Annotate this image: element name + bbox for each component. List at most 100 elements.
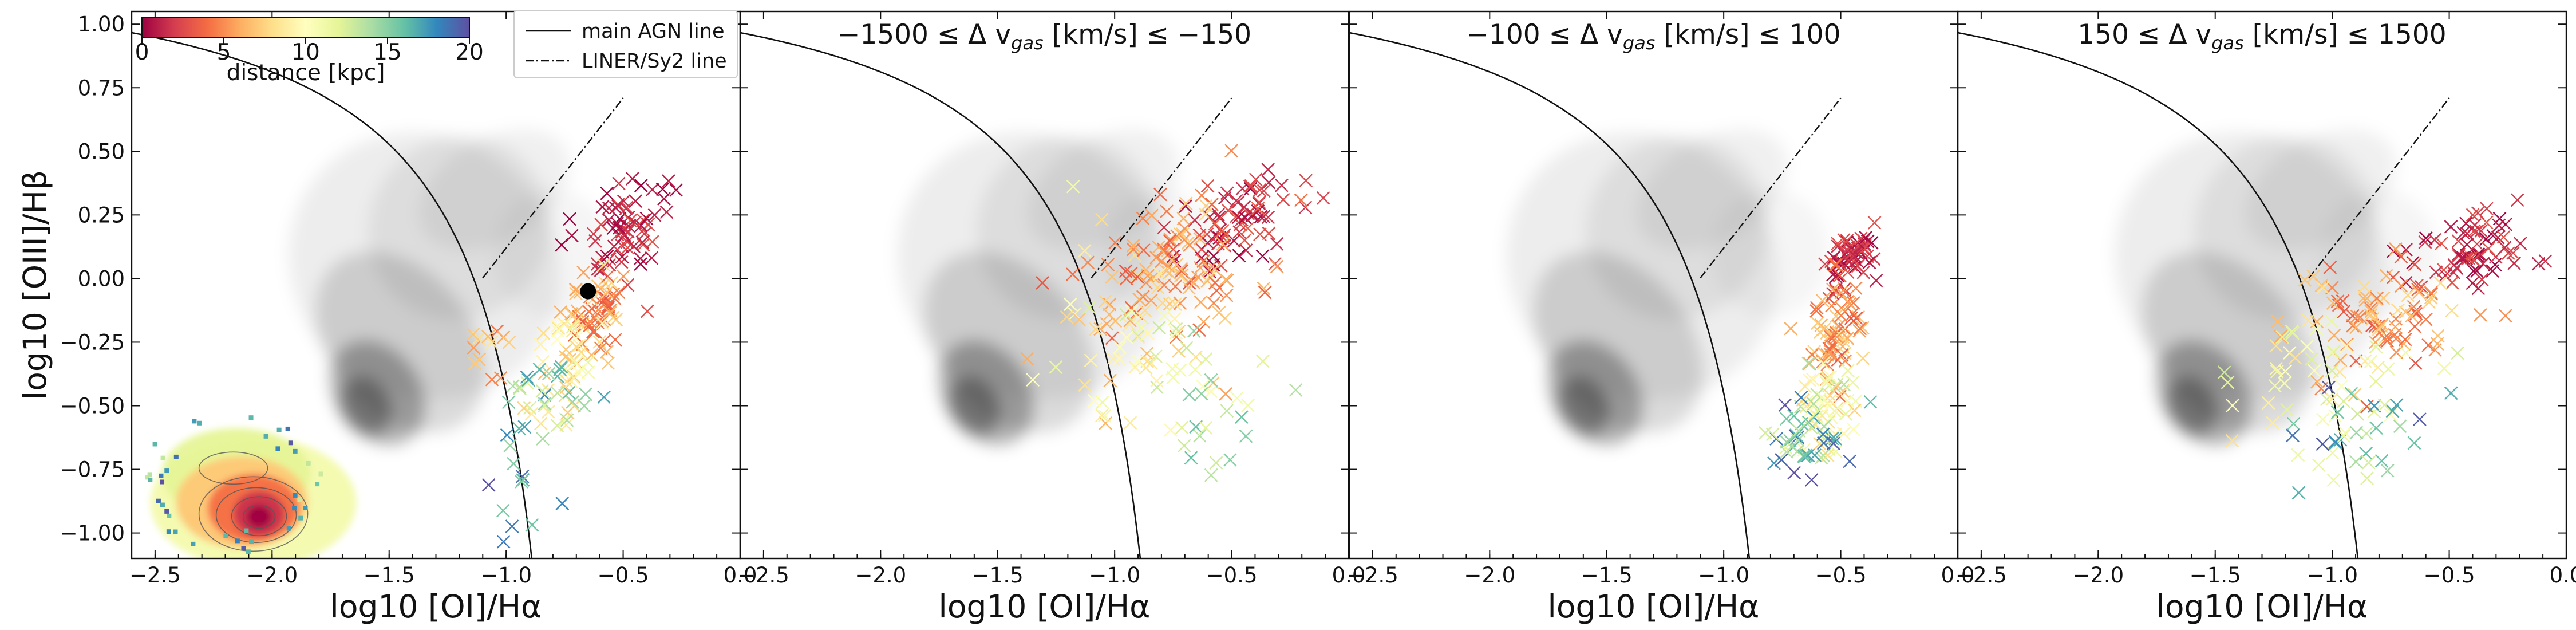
spaxel-cross xyxy=(2346,318,2360,333)
spaxel-cross xyxy=(1227,234,1241,248)
spaxel-cross xyxy=(551,324,565,338)
spaxel-cross xyxy=(2325,392,2339,406)
panel-systemic: −2.5 −2.0 −1.5 −1.0 −0.5 0.0 log10 [OI]/Hα −1… xyxy=(1347,10,1974,625)
spaxel-cross xyxy=(1193,232,1207,246)
spaxel-cross xyxy=(1823,388,1837,403)
spaxel-cross xyxy=(1801,448,1815,463)
spaxel-cross xyxy=(2389,242,2403,256)
spaxel-cross xyxy=(588,234,602,248)
panel-title: 150 ≤ Δ vgas [km/s] ≤ 1500 xyxy=(2077,19,2446,54)
spaxel-cross xyxy=(2407,300,2421,314)
spaxel-cross xyxy=(1144,356,1158,370)
spaxel-cross xyxy=(481,329,495,344)
spaxel-cross xyxy=(1182,281,1196,295)
spaxel-cross xyxy=(1844,246,1858,261)
spaxel-cross xyxy=(1150,380,1164,395)
spaxel-cross xyxy=(600,285,614,300)
spaxel-cross xyxy=(1232,249,1246,263)
spaxel-cross xyxy=(634,257,647,271)
sdss-density-background xyxy=(1506,129,1830,445)
spaxel-cross xyxy=(1101,258,1115,271)
spaxel-cross xyxy=(1184,451,1198,465)
spaxel-cross xyxy=(1843,454,1856,468)
spaxel-cross xyxy=(1068,307,1082,321)
spaxel-cross xyxy=(2513,237,2527,250)
spaxel-cross xyxy=(1797,450,1811,464)
spaxel-cross xyxy=(2339,340,2353,353)
spaxel-cross xyxy=(669,183,683,197)
spaxel-cross xyxy=(1809,418,1823,432)
spaxel-cross xyxy=(1792,423,1805,438)
spaxel-cross xyxy=(2418,235,2432,249)
spaxel-cross xyxy=(2393,419,2407,434)
panel-redshifted: −2.5 −2.0 −1.5 −1.0 −0.5 0.0 log10 [OI]/Hα 15… xyxy=(1955,10,2576,625)
spaxel-cross xyxy=(1179,341,1194,355)
spaxel-cross xyxy=(553,363,567,376)
spaxel-cross xyxy=(1170,258,1184,271)
x-tick-label: −2.0 xyxy=(1464,563,1515,588)
panel-all-spaxels: −2.5 −2.0 −1.5 −1.0 −0.5 0.0 1.00 0.75 0.50 0.25 0… xyxy=(17,10,757,625)
spaxel-cross xyxy=(1258,285,1272,300)
spaxel-cross xyxy=(1223,453,1237,467)
spaxel-cross xyxy=(2328,435,2342,449)
spaxel-cross xyxy=(1188,363,1202,377)
spaxel-cross xyxy=(501,395,516,410)
x-tick-label: 0.0 xyxy=(1941,563,1975,588)
spaxel-cross xyxy=(645,183,659,196)
spaxel-cross xyxy=(1803,373,1817,387)
spaxel-cross xyxy=(1823,394,1837,408)
spaxel-cross xyxy=(1204,373,1218,387)
spaxel-cross xyxy=(1136,211,1150,226)
spaxel-cross xyxy=(570,314,583,328)
spaxel-cross xyxy=(1204,384,1218,399)
spaxel-cross xyxy=(2445,304,2459,318)
spaxel-cross xyxy=(2326,296,2340,310)
liner-sy2-line xyxy=(2308,97,2450,279)
spaxel-cross xyxy=(1135,310,1149,325)
spaxel-cross xyxy=(1136,243,1151,257)
panel-plot-area xyxy=(1349,32,1883,558)
spaxel-cross xyxy=(2451,346,2464,360)
spaxel-cross xyxy=(603,306,617,320)
spaxel-cross xyxy=(567,353,581,367)
spaxel-cross xyxy=(2314,278,2329,293)
spaxel-cross xyxy=(2407,436,2421,450)
spaxel-cross xyxy=(1780,435,1794,449)
spaxel-cross xyxy=(1084,353,1098,368)
spaxel-cross xyxy=(2498,309,2512,323)
spaxel-cross xyxy=(599,291,613,305)
spaxel-cross xyxy=(468,356,482,371)
x-tick-label: −2.5 xyxy=(1347,563,1398,588)
spaxel-cross xyxy=(1216,237,1230,251)
spaxel-cross xyxy=(1840,393,1855,408)
spaxel-cross xyxy=(1820,348,1834,362)
spaxel-cross xyxy=(1834,285,1848,300)
spaxel-cross xyxy=(2419,231,2433,245)
spaxel-cross xyxy=(612,176,626,191)
spaxel-cross xyxy=(2377,398,2392,412)
main-agn-line xyxy=(740,32,1141,558)
spaxel-cross xyxy=(610,242,624,257)
spaxel-cross xyxy=(2312,458,2326,472)
spaxel-cross xyxy=(594,341,608,355)
x-axis-label: log10 [OI]/Hα xyxy=(1548,588,1760,625)
axis-ticks: −2.5 −2.0 −1.5 −1.0 −0.5 0.0 xyxy=(1347,11,1974,588)
spaxel-cross xyxy=(2496,230,2511,244)
axis-ticks: −2.5 −2.0 −1.5 −1.0 −0.5 0.0 xyxy=(1955,11,2576,588)
legend-liner-label: LINER/Sy2 line xyxy=(582,50,727,73)
spaxel-cross xyxy=(1212,306,1226,320)
spaxel-cross xyxy=(621,225,635,238)
spaxel-cross xyxy=(485,372,499,387)
colorbar: 0 5 10 15 20 distance [kpc] xyxy=(135,17,484,86)
spaxel-cross xyxy=(1240,221,1255,235)
spaxel-cross xyxy=(2364,355,2378,369)
spaxel-cross xyxy=(1806,372,1820,387)
spaxel-cross xyxy=(1175,420,1189,435)
spaxel-cross xyxy=(1839,407,1853,421)
spaxel-cross xyxy=(2316,437,2330,451)
spaxel-cross xyxy=(2326,473,2341,487)
spaxel-cross xyxy=(2349,426,2364,440)
spaxel-cross xyxy=(2286,428,2300,443)
spaxel-cross xyxy=(2269,361,2283,376)
